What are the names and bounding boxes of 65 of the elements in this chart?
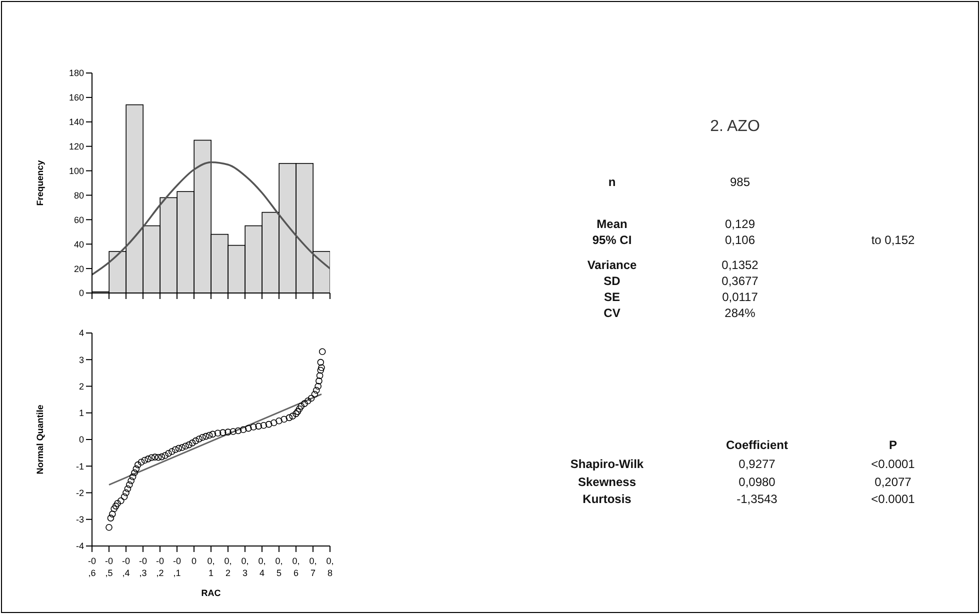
text: CV <box>602 306 622 320</box>
x-tick-label: 0,6 <box>292 556 300 578</box>
x-tick-label: -0,3 <box>138 556 148 578</box>
text: 0,2077 <box>874 475 912 489</box>
text: 0,106 <box>724 233 756 247</box>
x-tick-label: 0,5 <box>275 556 283 578</box>
text: 0,0117 <box>721 290 759 304</box>
y-tick-label: 1 <box>78 408 84 418</box>
y-tick-label: 2 <box>78 381 84 392</box>
y-tick-label: 4 <box>78 328 84 338</box>
y-tick-label: -1 <box>76 461 84 472</box>
x-tick-label: 0,4 <box>258 556 266 578</box>
text: 0,129 <box>724 217 756 231</box>
x-tick-label: 0 <box>191 556 197 566</box>
text: Skewness <box>576 475 638 489</box>
y-tick-label: 100 <box>68 166 84 176</box>
text: n <box>607 175 617 189</box>
text: 2. AZO <box>709 118 761 136</box>
text: to 0,152 <box>870 233 916 247</box>
text: 0,9277 <box>738 457 776 471</box>
y-tick-label: 40 <box>74 239 84 250</box>
text: -1,3543 <box>736 492 778 506</box>
y-tick-label: 3 <box>78 354 84 365</box>
text: 0,3677 <box>720 274 760 288</box>
x-tick-label: -0,1 <box>172 556 182 578</box>
y-axis-title: Normal Quantile <box>35 404 46 474</box>
y-tick-label: 60 <box>74 214 84 225</box>
text: Coefficient <box>724 438 789 452</box>
line-series <box>92 161 330 276</box>
text: 284% <box>724 306 756 320</box>
y-tick-label: 20 <box>74 264 84 274</box>
y-tick-label: 0 <box>78 434 84 445</box>
text: 0,0980 <box>738 475 776 489</box>
x-tick-label: -0,4 <box>122 556 130 578</box>
text: SD <box>602 274 622 288</box>
x-tick-label: 0,1 <box>207 556 215 578</box>
y-tick-label: 160 <box>68 92 84 103</box>
x-tick-label: 0,8 <box>326 556 334 578</box>
y-tick-label: 180 <box>68 68 84 78</box>
y-axis-title: Frequency <box>35 160 46 206</box>
y-tick-label: -2 <box>76 488 84 498</box>
text: <0.0001 <box>870 457 916 471</box>
y-tick-label: -3 <box>76 514 84 525</box>
x-tick-label: -0,2 <box>156 556 164 578</box>
text: 0,1352 <box>720 258 760 272</box>
y-tick-label: 140 <box>68 117 84 128</box>
text: Variance <box>586 258 638 272</box>
text: 985 <box>728 175 752 189</box>
x-axis-title: RAC <box>201 588 222 598</box>
x-tick-label: 0,2 <box>224 556 232 578</box>
text: P <box>888 438 898 452</box>
text: Shapiro-Wilk <box>569 457 645 471</box>
y-tick-label: 80 <box>74 190 84 200</box>
text: Kurtosis <box>582 492 632 506</box>
y-tick-label: -4 <box>76 541 84 552</box>
x-tick-label: 0,3 <box>241 556 249 578</box>
y-tick-label: 0 <box>78 288 84 298</box>
x-tick-label: -0,6 <box>88 556 96 578</box>
x-tick-label: -0,5 <box>104 556 114 578</box>
text: SE <box>602 290 621 304</box>
text: Mean <box>596 217 628 231</box>
text: 95% CI <box>591 233 633 247</box>
text: <0.0001 <box>870 492 916 506</box>
x-tick-label: 0,7 <box>309 556 317 578</box>
y-tick-label: 120 <box>68 142 84 152</box>
